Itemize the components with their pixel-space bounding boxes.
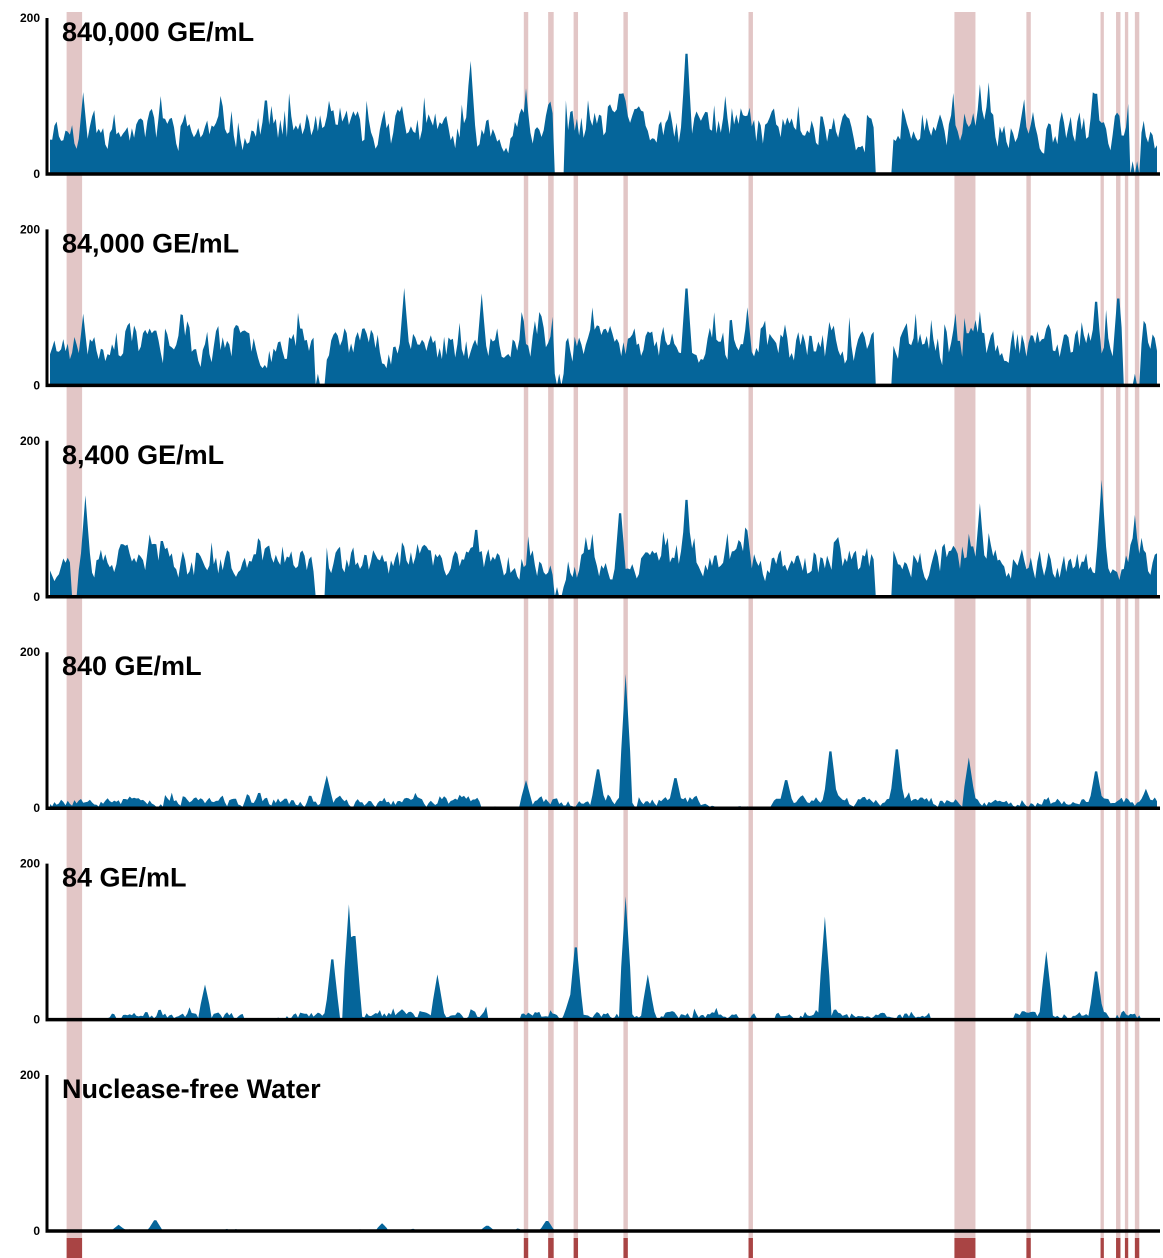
y-tick-label-min-1: 0 xyxy=(33,167,40,181)
panel-1: 0 200 840,000 GE/mL xyxy=(20,11,1160,181)
y-tick-label-min-4: 0 xyxy=(33,801,40,815)
panel-title-1: 840,000 GE/mL xyxy=(62,17,254,47)
highlight-band-8 xyxy=(1026,12,1031,1238)
y-tick-label-max-4: 200 xyxy=(20,645,40,659)
coverage-area-1 xyxy=(50,53,1157,175)
region-marker-10 xyxy=(1116,1238,1121,1258)
region-marker-4 xyxy=(573,1238,579,1258)
coverage-panels: 0 200 840,000 GE/mL 0 200 84,000 GE/mL 0 200 8,4… xyxy=(20,11,1160,1238)
highlight-band-11 xyxy=(1124,12,1129,1238)
highlight-band-3 xyxy=(548,12,554,1238)
y-tick-label-max-6: 200 xyxy=(20,1068,40,1082)
region-marker-7 xyxy=(954,1238,976,1258)
highlight-band-5 xyxy=(623,12,628,1238)
region-marker-11 xyxy=(1124,1238,1129,1258)
coverage-area-4 xyxy=(50,674,1157,809)
coverage-area-3 xyxy=(50,479,1157,597)
coverage-area-2 xyxy=(50,287,1157,386)
coverage-area-5 xyxy=(50,896,1157,1020)
region-marker-3 xyxy=(548,1238,554,1258)
region-marker-1 xyxy=(66,1238,83,1258)
y-tick-label-min-5: 0 xyxy=(33,1013,40,1027)
panel-5: 0 200 84 GE/mL xyxy=(20,857,1160,1027)
y-tick-label-max-3: 200 xyxy=(20,434,40,448)
panel-title-4: 840 GE/mL xyxy=(62,651,202,681)
highlight-band-4 xyxy=(573,12,579,1238)
y-tick-label-max-2: 200 xyxy=(20,222,40,236)
panel-title-2: 84,000 GE/mL xyxy=(62,228,239,258)
panel-title-5: 84 GE/mL xyxy=(62,863,187,893)
region-marker-12 xyxy=(1134,1238,1140,1258)
y-tick-label-min-6: 0 xyxy=(33,1224,40,1238)
region-marker-2 xyxy=(523,1238,529,1258)
region-marker-6 xyxy=(748,1238,753,1258)
panel-2: 0 200 84,000 GE/mL xyxy=(20,222,1160,392)
panel-title-3: 8,400 GE/mL xyxy=(62,440,224,470)
region-marker-5 xyxy=(623,1238,628,1258)
highlight-band-1 xyxy=(66,12,83,1238)
region-marker-8 xyxy=(1026,1238,1031,1258)
panel-title-6: Nuclease-free Water xyxy=(62,1074,321,1104)
panel-4: 0 200 840 GE/mL xyxy=(20,645,1160,815)
y-tick-label-max-1: 200 xyxy=(20,11,40,25)
highlight-band-12 xyxy=(1134,12,1140,1238)
y-tick-label-min-2: 0 xyxy=(33,378,40,392)
highlight-band-2 xyxy=(523,12,529,1238)
panel-3: 0 200 8,400 GE/mL xyxy=(20,434,1160,604)
highlight-band-9 xyxy=(1100,12,1104,1238)
panel-6: 0 200 Nuclease-free Water xyxy=(20,1068,1160,1238)
y-tick-label-max-5: 200 xyxy=(20,857,40,871)
highlight-bands xyxy=(66,12,1140,1238)
highlight-band-6 xyxy=(748,12,753,1238)
highlight-band-10 xyxy=(1116,12,1121,1238)
highlight-band-7 xyxy=(954,12,976,1238)
region-marker-9 xyxy=(1100,1238,1104,1258)
bottom-region-markers xyxy=(66,1238,1140,1258)
y-tick-label-min-3: 0 xyxy=(33,590,40,604)
